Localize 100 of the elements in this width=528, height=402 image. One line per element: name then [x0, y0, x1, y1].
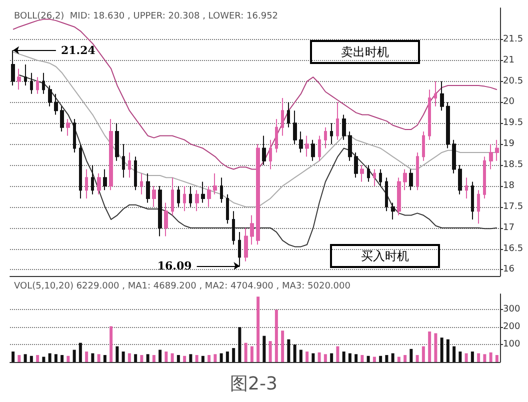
candlestick [373, 168, 376, 186]
candlestick [115, 122, 119, 162]
candlestick [91, 164, 94, 195]
bar [201, 356, 204, 362]
bar [348, 353, 352, 362]
candlestick [226, 194, 229, 224]
bar [458, 352, 462, 362]
candlestick [201, 181, 205, 204]
y-tick-label: 16 [503, 264, 515, 275]
candlestick [477, 190, 480, 224]
candlestick [42, 72, 45, 94]
bar [238, 327, 242, 362]
candlestick [360, 164, 364, 182]
bar [293, 344, 296, 362]
y-tick-label: 17.5 [503, 202, 524, 212]
bar [299, 350, 302, 362]
bar [176, 355, 180, 362]
candlestick [489, 144, 493, 170]
bar [250, 346, 254, 362]
bar [336, 346, 340, 362]
bar [116, 346, 119, 362]
bar [91, 353, 94, 362]
candlestick [452, 139, 456, 174]
bar [342, 352, 346, 362]
bar [189, 354, 192, 362]
candlestick [367, 164, 370, 182]
bar [470, 352, 474, 362]
bar [170, 353, 174, 362]
caption: 图2-3 [230, 374, 278, 394]
candlestick [128, 152, 131, 178]
bar [30, 356, 33, 362]
y-tick-label: 20 [503, 97, 515, 108]
bar [262, 336, 266, 362]
candlestick [171, 177, 174, 216]
line-series [12, 18, 498, 170]
candlestick [336, 102, 339, 140]
y-tick-label: 17 [503, 222, 514, 233]
candlestick [305, 135, 309, 158]
candlestick [195, 190, 199, 212]
bar [103, 355, 106, 362]
bar [140, 355, 144, 362]
y-tick-label: 100 [503, 340, 520, 350]
bar [410, 348, 413, 362]
candlestick [11, 50, 15, 86]
bar [428, 331, 432, 362]
candlestick [30, 72, 33, 94]
y-tick-label: 19 [503, 139, 515, 150]
text: VOL(5,10,20) 6229.000 , MA1: 4689.200 , MA2: 4704.900 , MA3: 5020.000 [14, 282, 351, 292]
annotation: BOLL(26,2) MID: 18.630 , UPPER: 20.308 , LOWER: 16.952 [14, 12, 278, 22]
bar [36, 355, 40, 362]
bar [110, 326, 113, 362]
bar [306, 352, 309, 362]
bar [66, 356, 70, 362]
bar [354, 354, 358, 362]
bar [404, 355, 407, 362]
y-tick-label: 20.5 [503, 76, 524, 86]
line-series [18, 74, 498, 248]
candlestick [79, 144, 82, 200]
candlestick [164, 202, 168, 237]
candlestick [281, 98, 284, 136]
bar [18, 355, 21, 362]
candlestick [422, 131, 425, 162]
y-tick-label: 18 [503, 180, 515, 191]
candlestick [256, 144, 260, 246]
candlestick [483, 156, 486, 200]
bar [391, 353, 394, 362]
candlestick [244, 227, 248, 262]
bar [183, 356, 186, 362]
bar [72, 350, 76, 362]
candlestick [409, 168, 413, 191]
candlestick [97, 172, 101, 195]
bar [483, 354, 486, 362]
candlestick [122, 144, 125, 178]
candlestick [146, 172, 150, 204]
bar [122, 352, 125, 362]
bar [324, 354, 327, 362]
annotation: 买入时机 [330, 244, 440, 268]
candlestick [109, 118, 113, 191]
bar [495, 355, 498, 362]
bar [268, 341, 272, 362]
bar [422, 346, 425, 362]
candlestick [85, 168, 88, 200]
candlestick [311, 139, 315, 162]
bar [434, 333, 438, 362]
candlestick [318, 135, 321, 162]
bar [42, 356, 46, 362]
bar [158, 350, 162, 362]
candlestick [416, 152, 419, 191]
bar [385, 355, 388, 362]
candlestick [177, 185, 180, 208]
bar [232, 348, 236, 362]
bar [330, 353, 334, 362]
candlestick [397, 177, 401, 216]
candlestick [458, 164, 462, 195]
candlestick [324, 126, 327, 149]
candlestick [354, 152, 358, 178]
candlestick [66, 118, 70, 136]
bar [85, 352, 88, 362]
y-tick-label: 16.5 [503, 244, 524, 254]
bar [477, 353, 480, 362]
